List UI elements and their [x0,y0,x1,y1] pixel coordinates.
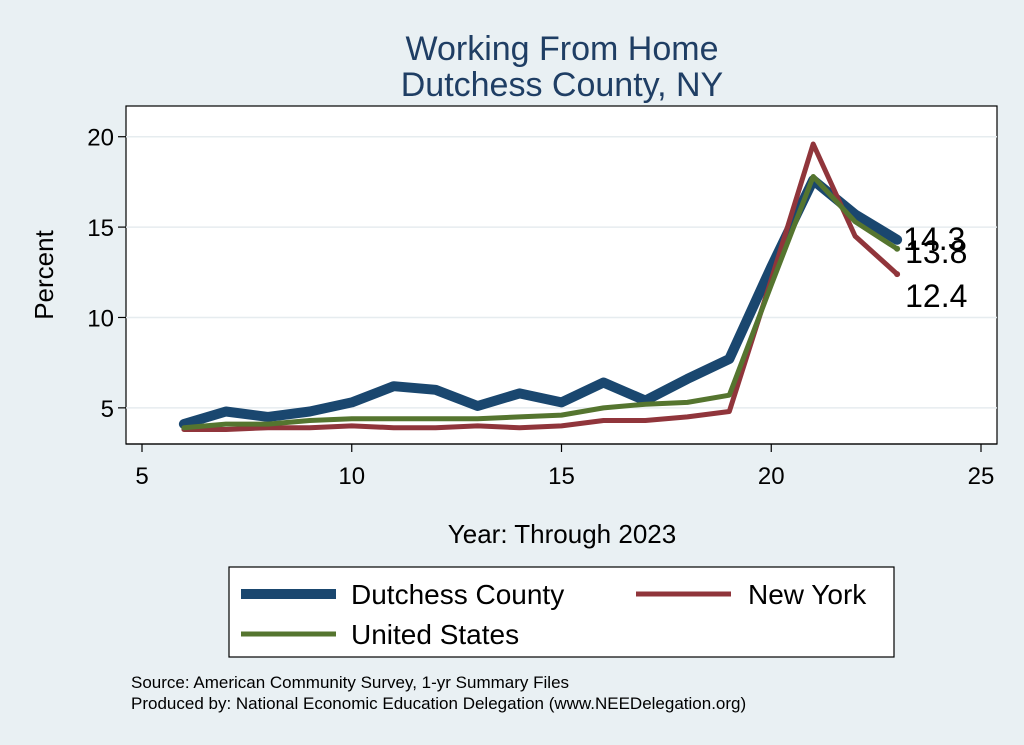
x-tick-label: 20 [758,463,785,490]
y-tick-label: 5 [101,396,114,423]
end-label-dutchess-county: 14.3 [903,221,965,257]
source-note: Source: American Community Survey, 1-yr … [131,673,569,692]
y-tick-label: 15 [87,215,114,242]
legend-box [228,566,895,658]
gridlines [126,135,997,409]
plot-area [125,105,998,445]
y-tick-label: 20 [87,125,114,152]
series-lines [178,141,903,432]
y-tick-label: 10 [87,305,114,332]
legend-label-united-states: United States [351,619,519,650]
legend-label-dutchess: Dutchess County [351,579,564,610]
end-label-new-york: 12.4 [905,278,967,314]
end-point-marker [894,236,901,243]
legend: Dutchess County New York United States [228,566,895,658]
x-tick-label: 10 [338,463,365,490]
end-label-united-states: 13.8 [905,234,967,270]
chart-title: Working From Home [406,30,719,68]
end-point-marker [894,271,901,278]
end-point-marker [894,245,901,252]
x-axis-label: Year: Through 2023 [448,519,676,549]
legend-label-new-york: New York [748,579,867,610]
y-axis-label: Percent [29,229,59,319]
chart-subtitle: Dutchess County, NY [401,66,724,104]
end-labels: 14.3 12.4 13.8 [903,221,967,314]
series-line-new-york [181,141,900,432]
producer-note: Produced by: National Economic Education… [131,694,746,713]
x-tick-label: 5 [135,463,148,490]
x-tick-label: 25 [968,463,995,490]
series-line-united-states [181,174,900,431]
axes: 5 10 15 20 5 10 15 20 25 [87,125,997,490]
x-tick-label: 15 [548,463,575,490]
